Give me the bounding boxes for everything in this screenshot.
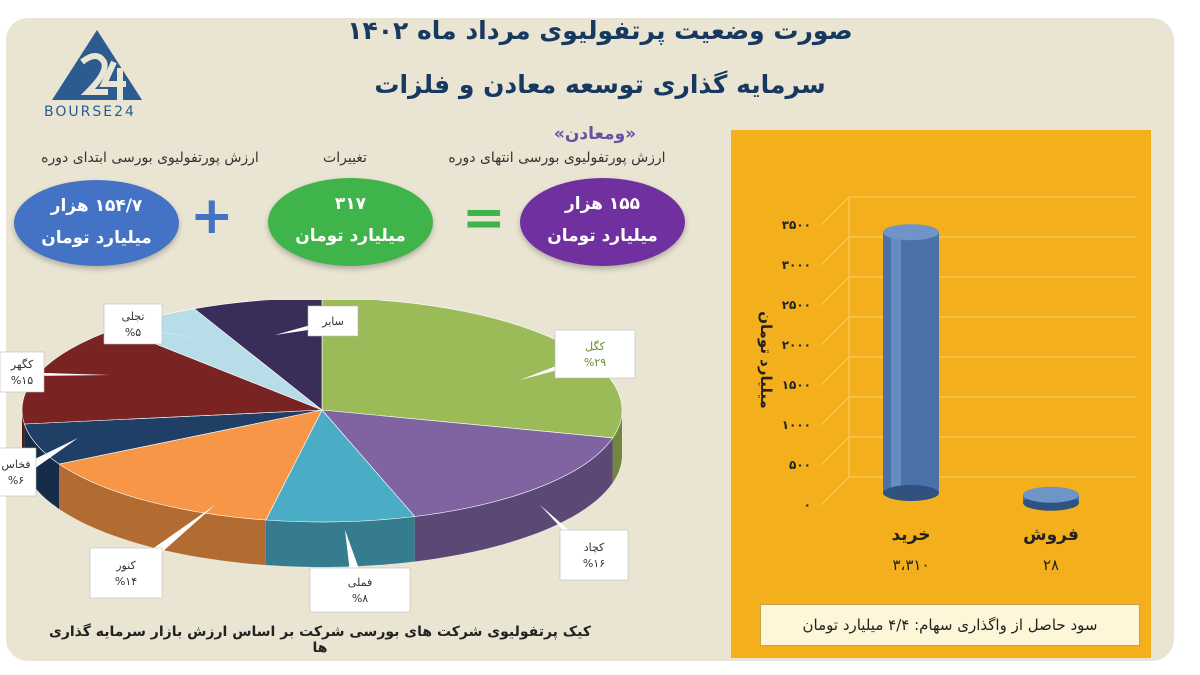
bar-gridline bbox=[820, 316, 1136, 346]
change-value: ۳۱۷ bbox=[334, 194, 367, 214]
bar-ytick-label: ۲۰۰۰ bbox=[782, 338, 811, 352]
page-title: صورت وضعیت پرتفولیوی مرداد ماه ۱۴۰۲ bbox=[347, 16, 853, 45]
sale-profit-note: سود حاصل از واگذاری سهام: ۴/۴ میلیارد تو… bbox=[760, 604, 1140, 646]
bar-ytick-label: ۳۵۰۰ bbox=[782, 218, 811, 232]
pie-label-value: %۲۹ bbox=[584, 356, 606, 369]
pie-label-name: فملی bbox=[348, 576, 372, 589]
bar-gridline bbox=[820, 196, 1136, 226]
section-subtitle: «ومعادن» bbox=[553, 124, 637, 144]
pie-label-value: %۵ bbox=[125, 326, 141, 339]
bar-gridline bbox=[820, 476, 1136, 506]
pie-label-name: کنور bbox=[115, 559, 136, 572]
pie-caption: کیک پرتفولیوی شرکت های بورسی شرکت بر اسا… bbox=[48, 624, 591, 656]
pie-label-name: تجلی bbox=[122, 310, 145, 323]
bar-ytick-label: ۲۵۰۰ bbox=[782, 298, 811, 312]
bar-ytick-label: ۱۰۰۰ bbox=[782, 418, 811, 432]
pie-label-name: کگهر bbox=[10, 358, 34, 371]
change-label: تغییرات bbox=[323, 150, 367, 166]
pie-slice-فملی bbox=[265, 409, 416, 523]
pie-side-فملی bbox=[265, 516, 415, 567]
bar-ytick-label: ۳۰۰۰ bbox=[782, 258, 811, 272]
bar-فروش bbox=[1023, 486, 1079, 511]
pie-callout-box bbox=[0, 447, 37, 497]
pie-slice-سایر bbox=[193, 300, 323, 411]
logo-text: BOURSE24 bbox=[44, 104, 136, 120]
bar-bottom bbox=[883, 485, 939, 501]
pie-label-value: %۸ bbox=[352, 592, 368, 605]
end-value: ۱۵۵ هزار bbox=[564, 194, 641, 214]
pie-label-name: کچاد bbox=[584, 541, 605, 554]
pie-label-value: %۱۴ bbox=[115, 575, 137, 588]
plus-sign: + bbox=[190, 186, 234, 246]
end-value-oval: ۱۵۵ هزار میلیارد تومان bbox=[520, 178, 685, 266]
change-unit: میلیارد تومان bbox=[295, 226, 406, 246]
pie-label-value: %۱۵ bbox=[11, 374, 33, 387]
start-period-label: ارزش پورتفولیوی بورسی ابتدای دوره bbox=[41, 150, 259, 166]
bar-gridline bbox=[820, 236, 1136, 266]
change-value-oval: ۳۱۷ میلیارد تومان bbox=[268, 178, 433, 266]
bar-gridline bbox=[820, 276, 1136, 306]
bar-خرید bbox=[883, 224, 939, 501]
bar-value-label: ۳،۳۱۰ bbox=[892, 556, 929, 574]
start-unit: میلیارد تومان bbox=[41, 228, 152, 248]
end-unit: میلیارد تومان bbox=[547, 226, 658, 246]
portfolio-pie-chart: کگل %۲۹ کچاد %۱۶ فملی %۸ کنور %۱۴ فخاس %۶ کگهر %۱۵ ت… bbox=[0, 300, 636, 613]
pie-slice-کنور bbox=[58, 409, 323, 521]
start-value-oval: ۱۵۴/۷ هزار میلیارد تومان bbox=[14, 180, 179, 266]
end-period-label: ارزش پورتفولیوی بورسی انتهای دوره bbox=[448, 150, 666, 166]
bar-gridline bbox=[820, 436, 1136, 466]
right-edge bbox=[1180, 30, 1200, 650]
bar-gridline bbox=[820, 396, 1136, 426]
start-value: ۱۵۴/۷ هزار bbox=[50, 196, 143, 216]
pie-label-name: سایر bbox=[321, 315, 344, 328]
bar-gridline bbox=[820, 356, 1136, 386]
pie-callout-box bbox=[307, 305, 359, 337]
bar-category-label: فروش bbox=[1023, 525, 1079, 545]
equals-sign: = bbox=[462, 188, 506, 248]
pie-callout-box bbox=[89, 547, 163, 599]
pie-callout-box bbox=[559, 529, 629, 581]
bar-ytick-label: ۰ bbox=[804, 498, 811, 512]
pie-label-name: کگل bbox=[585, 340, 605, 353]
pie-slice-کچاد bbox=[321, 409, 614, 517]
pie-callout-box bbox=[554, 329, 636, 379]
pie-side-کنور bbox=[59, 464, 266, 565]
pie-side-کگل bbox=[612, 410, 622, 483]
bar-top bbox=[883, 224, 939, 241]
bar-ytick-label: ۵۰۰ bbox=[789, 458, 811, 472]
bar-chart-panel bbox=[731, 130, 1151, 658]
bar-category-label: خرید bbox=[891, 525, 930, 545]
pie-side-کچاد bbox=[414, 437, 613, 562]
trade-bar-chart: ۰ ۵۰۰ ۱۰۰۰ ۱۵۰۰ ۲۰۰۰ ۲۵۰۰ ۳۰۰۰ ۳۵۰۰ میلیارد توما… bbox=[757, 196, 1136, 574]
pie-side-فخاس bbox=[24, 424, 60, 509]
pie-callout-box bbox=[103, 303, 163, 345]
pie-callout-box bbox=[309, 567, 411, 613]
bar-value-label: ۲۸ bbox=[1043, 556, 1059, 574]
pie-label-value: %۶ bbox=[8, 474, 24, 487]
bourse24-logo bbox=[52, 30, 142, 100]
pie-label-name: فخاس bbox=[1, 458, 30, 471]
bar-top bbox=[1023, 486, 1079, 503]
pie-label-value: %۱۶ bbox=[583, 557, 605, 570]
bar-highlight bbox=[891, 232, 901, 493]
page-subtitle: سرمایه گذاری توسعه معادن و فلزات bbox=[374, 70, 826, 99]
pie-callout-box bbox=[0, 351, 45, 393]
bar-ylabel: میلیارد تومان bbox=[757, 311, 775, 409]
bar-ytick-label: ۱۵۰۰ bbox=[782, 378, 811, 392]
